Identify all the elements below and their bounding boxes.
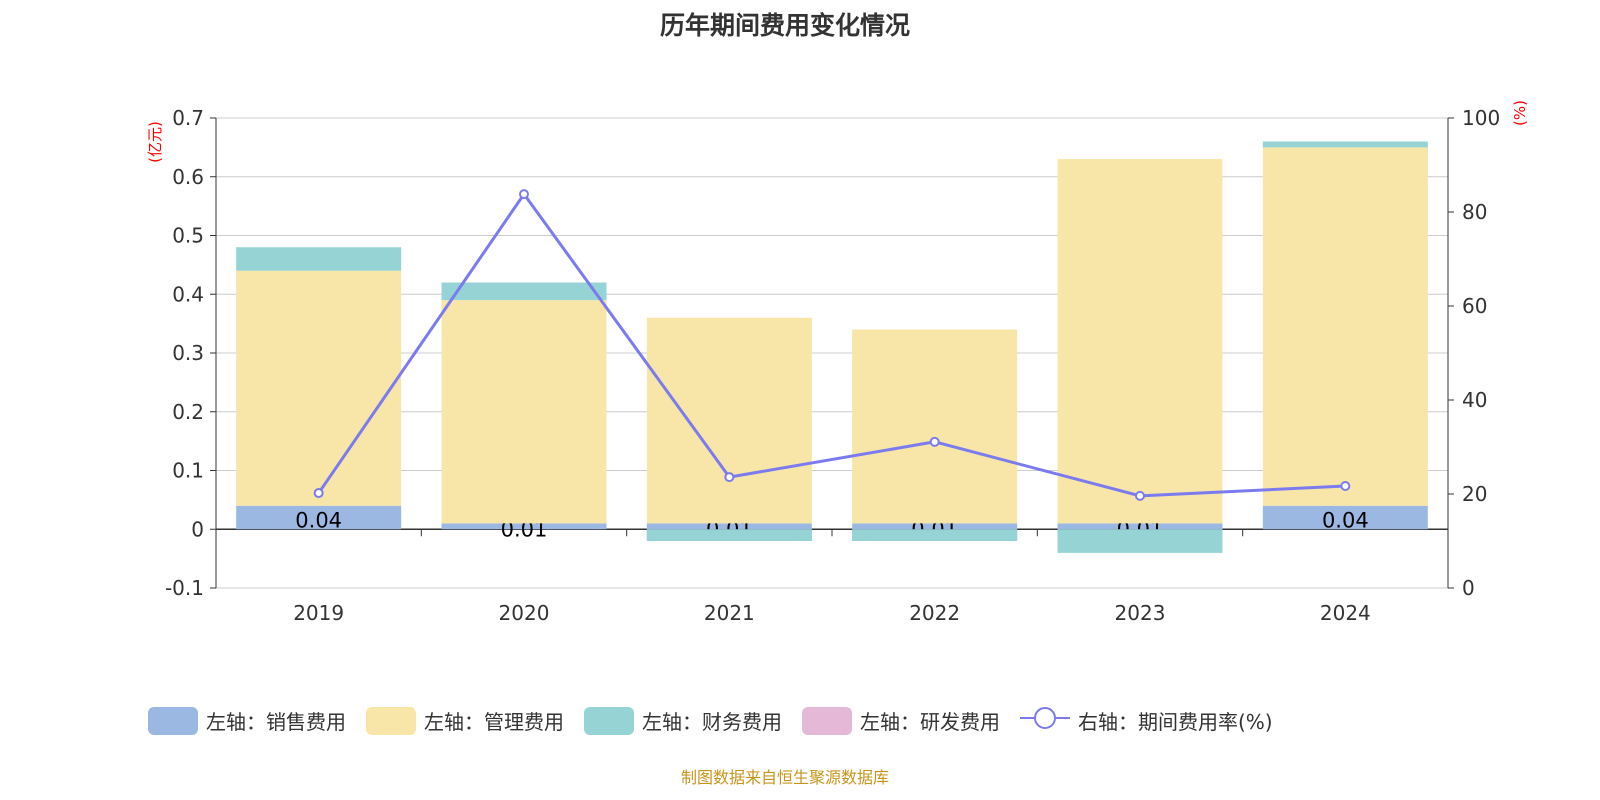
bar-2022-0 — [852, 523, 1018, 530]
bar-2024-1 — [1262, 147, 1428, 506]
legend-item[interactable]: 左轴：财务费用 — [584, 706, 782, 735]
legend-swatch — [802, 706, 852, 735]
y-left-unit: (亿元) — [146, 121, 164, 163]
bar-2020-0 — [441, 523, 607, 530]
legend-label: 左轴：财务费用 — [642, 710, 782, 734]
rate-point — [724, 472, 735, 483]
bar-neg-overlay — [646, 530, 812, 541]
y-left-tick-label: -0.1 — [165, 576, 204, 600]
bar-2024-2 — [1262, 141, 1428, 148]
y-left-tick-label: 0 — [191, 517, 204, 541]
legend-swatch — [584, 706, 634, 735]
legend-label: 左轴：研发费用 — [860, 710, 1000, 734]
y-right-tick-label: 0 — [1462, 576, 1475, 600]
bar-2024-0 — [1262, 505, 1428, 530]
bar-2020-1 — [441, 300, 607, 524]
y-right-tick-label: 20 — [1462, 482, 1487, 506]
y-left-tick-label: 0.7 — [172, 106, 204, 130]
y-right-tick-label: 80 — [1462, 200, 1487, 224]
bar-2020-2 — [441, 282, 607, 301]
bar-neg-overlay — [1057, 530, 1223, 553]
y-right-tick-label: 100 — [1462, 106, 1500, 130]
y-left-tick-label: 0.4 — [172, 282, 204, 306]
rate-point — [313, 488, 324, 499]
y-left-tick-label: 0.5 — [172, 224, 204, 248]
y-left-tick-label: 0.3 — [172, 341, 204, 365]
legend-item[interactable]: 右轴：期间费用率(%) — [1020, 704, 1273, 737]
legend-swatch — [366, 706, 416, 735]
x-tick-label: 2024 — [1320, 601, 1371, 625]
legend-swatch — [148, 706, 198, 735]
bar-2022-1 — [852, 329, 1018, 524]
legend: 左轴：销售费用 左轴：管理费用 左轴：财务费用 左轴：研发费用 右轴：期间费用率(%) — [148, 704, 1273, 737]
legend-item[interactable]: 左轴：研发费用 — [802, 706, 1000, 735]
legend-line-marker-icon — [1020, 704, 1070, 737]
bar-2019-0 — [236, 505, 402, 530]
chart-title: 历年期间费用变化情况 — [659, 11, 910, 40]
rate-point — [1135, 490, 1145, 501]
bar-2023-0 — [1057, 523, 1223, 530]
x-tick-label: 2022 — [909, 601, 960, 625]
rate-point — [519, 189, 529, 200]
chart-area: -0.1 0 0.1 0.2 0.3 0.4 0.5 0.6 0.7 0 20 40 60 80 100 (亿… — [146, 100, 1529, 625]
x-tick-label: 2021 — [704, 601, 755, 625]
y-right-tick-label: 60 — [1462, 294, 1487, 318]
bar-2023-1 — [1057, 159, 1223, 524]
source-note: 制图数据来自恒生聚源数据库 — [680, 768, 889, 787]
y-left-tick-label: 0.6 — [172, 165, 204, 189]
legend-item[interactable]: 左轴：销售费用 — [148, 706, 346, 735]
bar-data-label: 0.04 — [295, 509, 342, 533]
y-right-tick-label: 40 — [1462, 388, 1487, 412]
y-right-unit: (%) — [1511, 100, 1529, 126]
legend-label: 左轴：管理费用 — [424, 710, 564, 734]
legend-label: 左轴：销售费用 — [206, 710, 346, 734]
y-left-tick-label: 0.2 — [172, 400, 204, 424]
legend-label: 右轴：期间费用率(%) — [1078, 710, 1273, 734]
rate-line — [317, 191, 1346, 498]
x-tick-label: 2019 — [293, 601, 344, 625]
y-left-tick-label: 0.1 — [172, 459, 204, 483]
bar-2019-1 — [236, 270, 402, 506]
legend-item[interactable]: 左轴：管理费用 — [366, 706, 564, 735]
x-tick-label: 2020 — [499, 601, 550, 625]
x-tick-label: 2023 — [1115, 601, 1166, 625]
rate-point — [929, 436, 940, 447]
bar-2019-2 — [236, 247, 402, 271]
rate-point — [1340, 481, 1351, 492]
bar-neg-overlay — [852, 530, 1018, 541]
bar-2021-1 — [646, 317, 812, 524]
bar-data-label: 0.04 — [1322, 509, 1369, 533]
bar-2021-0 — [646, 523, 812, 530]
